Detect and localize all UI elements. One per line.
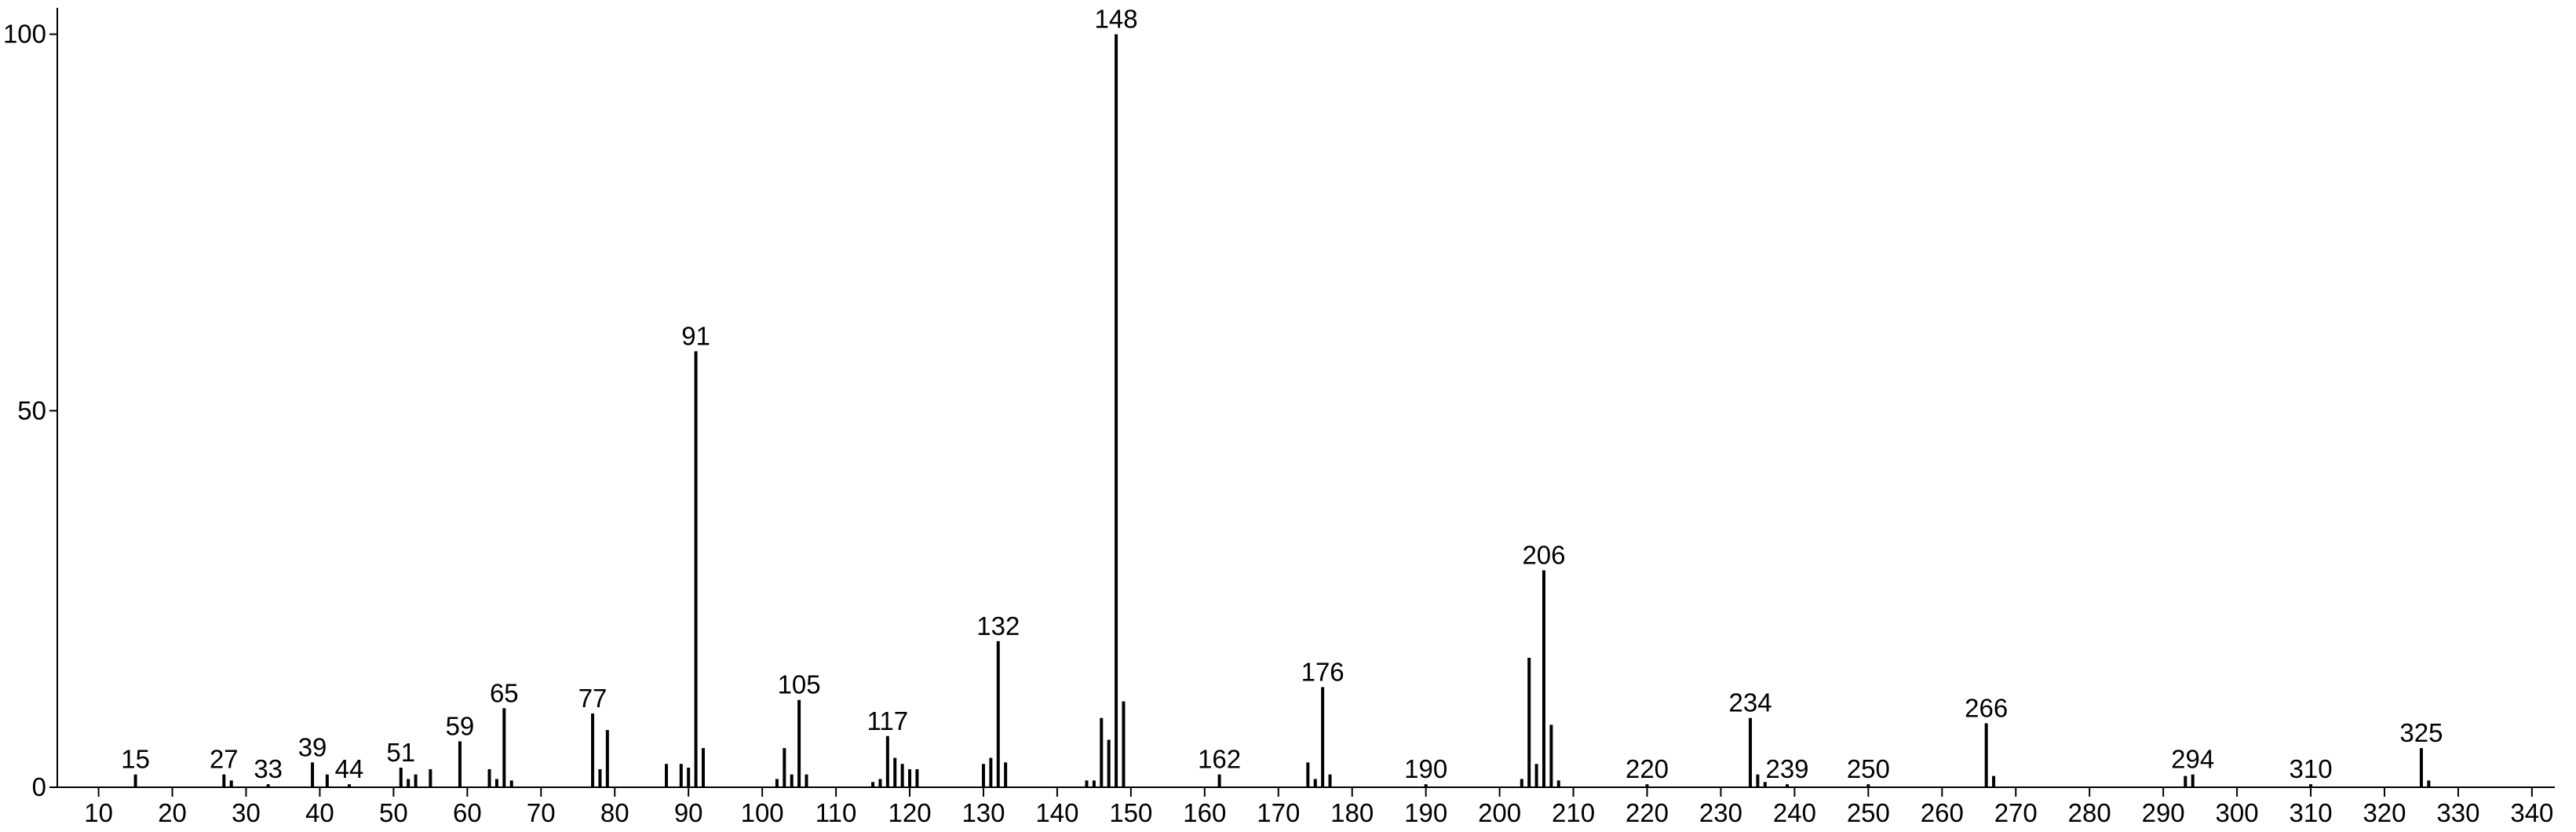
y-tick-label: 100 (3, 20, 46, 49)
x-tick-label: 110 (815, 798, 857, 827)
x-tick-label: 340 (2510, 798, 2553, 827)
peak-label: 27 (210, 745, 239, 774)
peak-label: 250 (1847, 754, 1890, 783)
peak-label: 176 (1301, 657, 1345, 686)
peak-label: 206 (1522, 541, 1565, 570)
x-tick-label: 30 (232, 798, 261, 827)
peak-label: 117 (867, 706, 909, 735)
x-tick-label: 240 (1773, 798, 1816, 827)
x-tick-label: 270 (1994, 798, 2038, 827)
x-tick-label: 230 (1699, 798, 1742, 827)
peak-label: 310 (2290, 754, 2333, 783)
x-tick-label: 310 (2290, 798, 2333, 827)
peak-label: 234 (1729, 688, 1772, 717)
peak-label: 59 (446, 711, 475, 740)
peak-label: 65 (490, 678, 519, 707)
x-tick-label: 140 (1035, 798, 1078, 827)
x-tick-label: 10 (84, 798, 113, 827)
x-tick-label: 80 (600, 798, 629, 827)
x-tick-label: 130 (961, 798, 1005, 827)
peak-label: 325 (2399, 718, 2443, 747)
x-tick-label: 300 (2216, 798, 2259, 827)
x-tick-label: 40 (305, 798, 334, 827)
x-tick-label: 120 (888, 798, 932, 827)
peak-label: 220 (1626, 754, 1669, 783)
x-tick-label: 290 (2142, 798, 2185, 827)
x-tick-label: 220 (1626, 798, 1669, 827)
peak-label: 239 (1765, 754, 1808, 783)
x-tick-label: 190 (1404, 798, 1447, 827)
peak-label: 44 (335, 754, 364, 783)
peak-label: 33 (254, 754, 283, 783)
x-tick-label: 330 (2436, 798, 2479, 827)
x-tick-label: 100 (741, 798, 784, 827)
peak-label: 91 (681, 321, 710, 350)
y-tick-label: 50 (17, 396, 46, 425)
x-tick-label: 20 (158, 798, 187, 827)
peak-label: 132 (976, 611, 1020, 640)
x-tick-label: 320 (2363, 798, 2406, 827)
x-tick-label: 210 (1552, 798, 1595, 827)
x-tick-label: 150 (1109, 798, 1152, 827)
peak-label: 162 (1198, 745, 1241, 774)
x-tick-label: 60 (453, 798, 482, 827)
peak-label: 105 (778, 670, 821, 699)
peak-label: 190 (1404, 754, 1447, 783)
x-tick-label: 50 (379, 798, 408, 827)
peak-label: 266 (1965, 693, 2008, 722)
x-tick-label: 160 (1183, 798, 1226, 827)
x-tick-label: 90 (674, 798, 703, 827)
x-tick-label: 280 (2068, 798, 2111, 827)
x-tick-label: 260 (1921, 798, 1964, 827)
peak-label: 51 (386, 738, 415, 767)
x-tick-label: 70 (527, 798, 556, 827)
x-tick-label: 250 (1847, 798, 1890, 827)
peak-label: 39 (298, 732, 327, 761)
y-tick-label: 0 (32, 772, 46, 801)
peak-label: 77 (578, 684, 608, 713)
x-tick-label: 200 (1478, 798, 1521, 827)
peak-label: 148 (1095, 5, 1138, 34)
peak-label: 15 (121, 745, 150, 774)
peak-label: 294 (2171, 745, 2214, 774)
x-tick-label: 170 (1257, 798, 1300, 827)
x-tick-label: 180 (1330, 798, 1374, 827)
